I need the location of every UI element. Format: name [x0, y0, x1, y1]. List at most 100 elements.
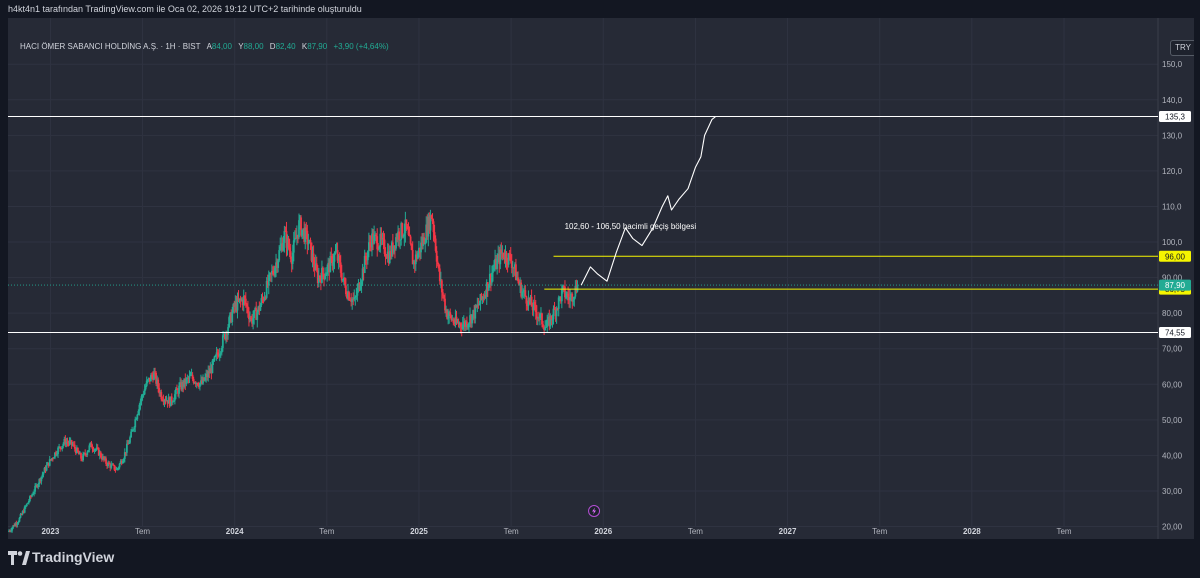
candle-body — [238, 298, 241, 301]
candle-body — [333, 253, 336, 262]
last-price-tag: 87,90 — [1165, 281, 1186, 290]
candle-body — [409, 236, 412, 244]
candle-body — [72, 444, 75, 446]
candle-body — [327, 262, 330, 268]
tradingview-brand[interactable]: TradingView — [32, 549, 115, 565]
candle-body — [66, 441, 69, 443]
candle-body — [45, 465, 48, 471]
candle-body — [422, 237, 425, 246]
candle-body — [487, 284, 490, 291]
candle-body — [375, 234, 378, 237]
candle-body — [235, 301, 238, 311]
candle-body — [382, 238, 385, 240]
candle-body — [342, 277, 345, 280]
candle-body — [547, 316, 550, 320]
candle-body — [466, 321, 468, 328]
chart-svg[interactable]: 102,60 - 106,50 hacimli geçiş bölgesi 20,… — [8, 18, 1194, 539]
candle-body — [197, 385, 200, 387]
price-tick-label: 80,00 — [1162, 309, 1183, 318]
candle-body — [379, 233, 382, 247]
candle-body — [346, 294, 348, 299]
candle-body — [130, 431, 132, 438]
close-label: K — [301, 42, 308, 51]
candle-body — [359, 286, 362, 290]
candle-body — [386, 251, 389, 259]
candle-body — [515, 264, 517, 281]
candle-body — [426, 224, 429, 237]
candle-body — [140, 396, 143, 402]
candle-body — [167, 397, 170, 404]
candle-body — [570, 293, 573, 298]
candle-body — [343, 277, 346, 286]
candle-body — [398, 231, 401, 241]
candle-body — [546, 319, 549, 327]
candle-body — [358, 283, 361, 290]
candle-body — [528, 297, 531, 302]
symbol-title[interactable]: HACI ÖMER SABANCI HOLDİNG A.Ş. · 1H · BI… — [20, 42, 201, 51]
candle-body — [175, 388, 177, 395]
candle-body — [185, 378, 188, 385]
candle-body — [364, 255, 367, 260]
candle-body — [111, 464, 114, 466]
candle-body — [57, 447, 59, 455]
candle-body — [86, 452, 89, 455]
candle-body — [68, 441, 71, 444]
candle-body — [158, 387, 161, 394]
candle-body — [275, 262, 277, 268]
candle-body — [301, 229, 304, 236]
candle-body — [434, 238, 437, 251]
candle-body — [20, 514, 23, 516]
candle-body — [497, 253, 500, 259]
currency-button[interactable]: TRY — [1170, 40, 1194, 56]
candle-body — [550, 315, 553, 320]
candle-body — [192, 378, 195, 384]
candle-body — [412, 261, 415, 265]
candle-body — [126, 443, 128, 453]
candle-body — [300, 217, 302, 236]
candle-body — [523, 290, 526, 292]
candle-body — [162, 400, 165, 402]
candle-body — [354, 297, 357, 299]
candle-body — [274, 267, 276, 275]
candle-body — [154, 372, 156, 374]
chart-area[interactable]: 102,60 - 106,50 hacimli geçiş bölgesi 20,… — [8, 18, 1194, 539]
candle-body — [352, 298, 355, 300]
candle-body — [356, 288, 359, 296]
candle-body — [325, 274, 328, 276]
candle-body — [525, 296, 528, 304]
candle-body — [25, 503, 28, 507]
candle-body — [517, 277, 519, 282]
candle-body — [283, 230, 286, 243]
candle-body — [103, 456, 105, 460]
candle-body — [104, 458, 106, 460]
candle-body — [281, 243, 284, 251]
candle-body — [244, 298, 247, 305]
candle-body — [406, 225, 409, 229]
candle-body — [78, 451, 80, 455]
candle-body — [237, 297, 240, 301]
candle-body — [509, 254, 512, 262]
candle-body — [14, 523, 17, 527]
candle-body — [341, 279, 344, 281]
candle-body — [407, 228, 410, 235]
candle-body — [131, 430, 134, 432]
level-price-tag-bg — [1159, 327, 1191, 339]
candle-body — [143, 389, 146, 395]
candle-body — [36, 485, 39, 488]
candle-body — [462, 321, 465, 325]
candle-body — [106, 463, 108, 466]
candle-body — [189, 375, 192, 377]
candle-body — [33, 491, 35, 494]
candle-body — [208, 371, 211, 374]
candle-body — [365, 259, 368, 261]
candle-body — [117, 467, 120, 469]
candle-body — [203, 377, 205, 381]
projection-path — [580, 116, 717, 286]
candle-body — [64, 439, 67, 445]
candle-body — [369, 242, 371, 244]
candle-body — [443, 295, 445, 299]
candle-body — [568, 296, 571, 301]
candle-body — [534, 304, 537, 313]
low-value: 82,40 — [275, 42, 296, 51]
candle-body — [299, 217, 301, 221]
